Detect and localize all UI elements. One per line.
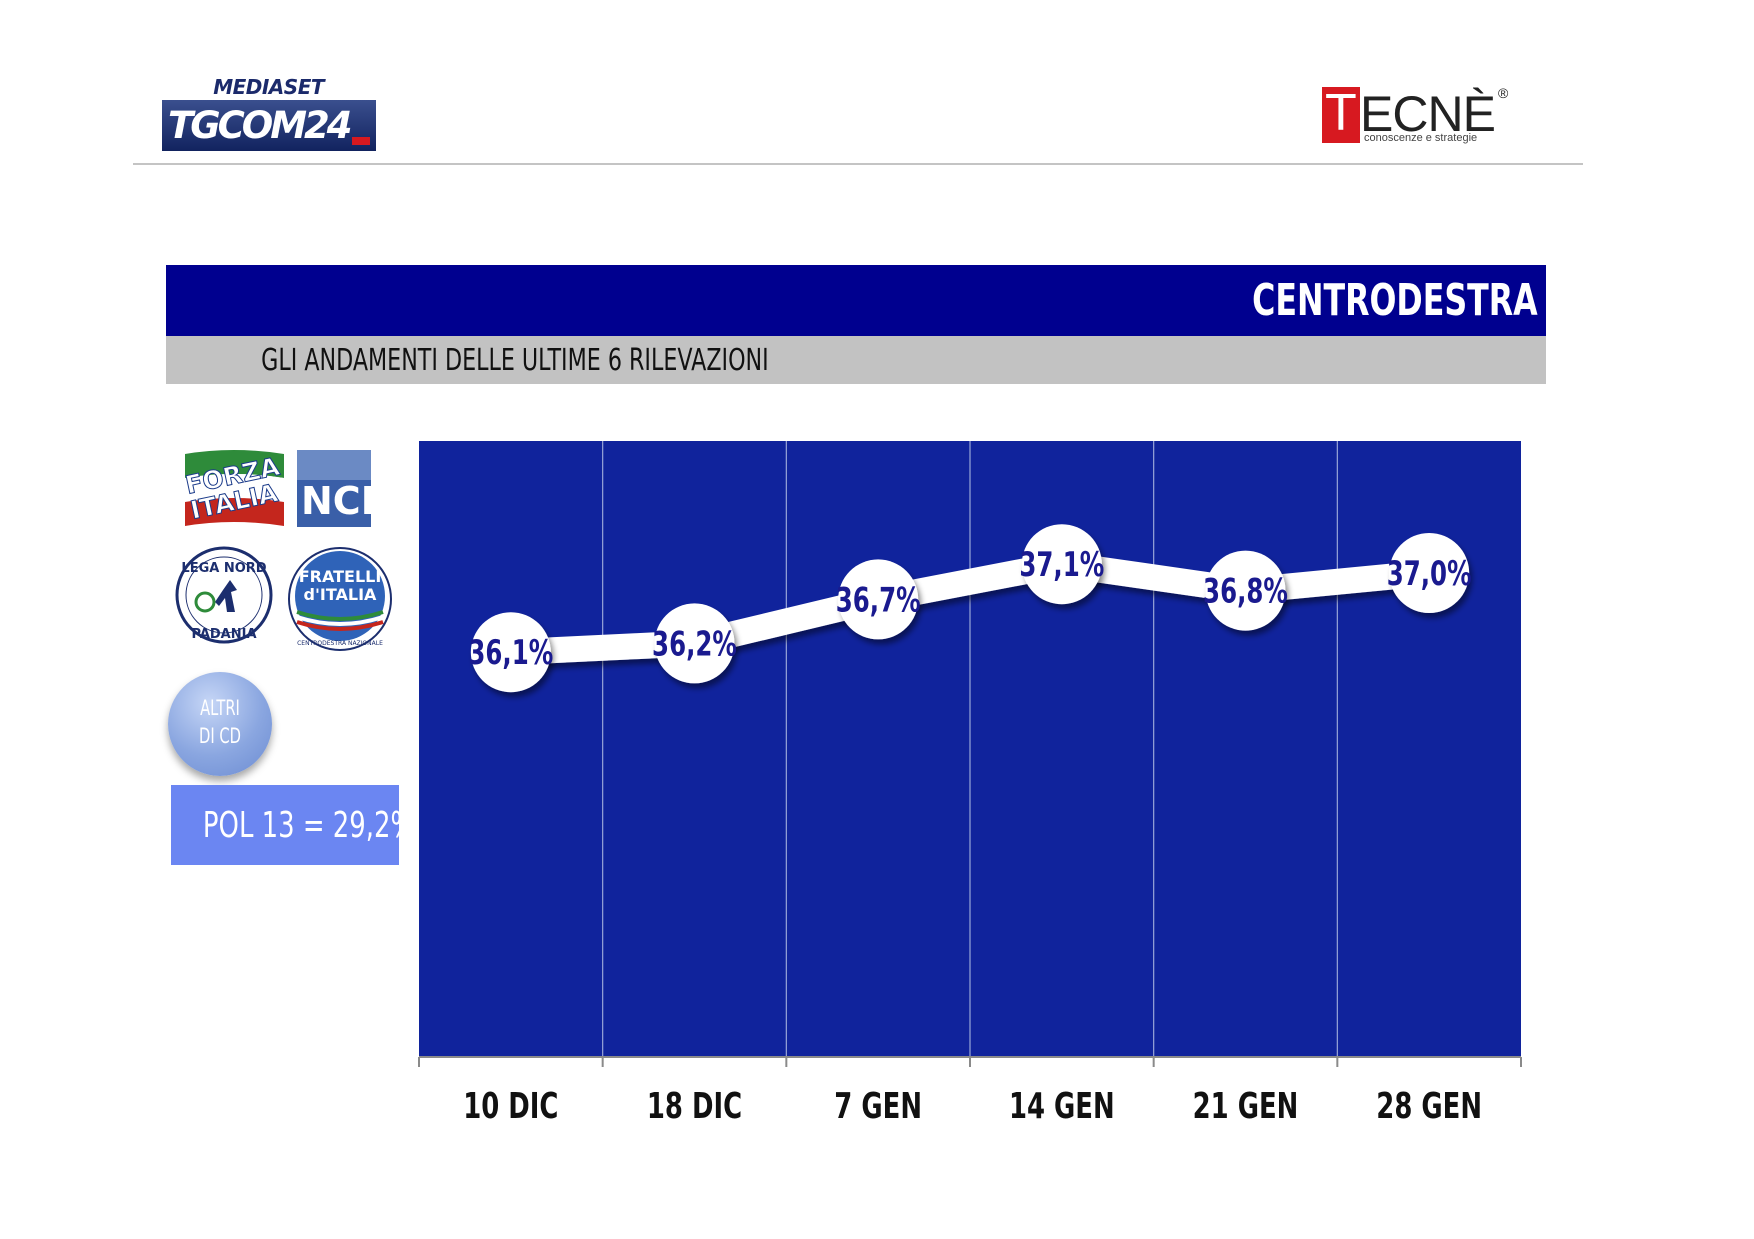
lega-logo-bottom-text: PADANIA	[191, 627, 256, 642]
x-tick-label: 14 GEN	[1009, 1086, 1115, 1127]
data-point-marker	[1389, 533, 1470, 613]
header-divider	[133, 163, 1583, 165]
chart-title: CENTRODESTRA	[1252, 275, 1538, 326]
fdi-logo-line2: d'ITALIA	[304, 585, 378, 604]
x-tick-label: 21 GEN	[1193, 1086, 1299, 1127]
tecne-tagline: conoscenze e strategie	[1364, 132, 1478, 144]
data-points: 36,1% 36,2% 36,7% 37,1% 36,8% 37,0%	[468, 524, 1472, 693]
data-label: 36,7%	[836, 580, 921, 619]
data-point: 36,1%	[468, 612, 553, 693]
tecne-logo: T ECNÈ ® conoscenze e strategie	[1322, 83, 1518, 147]
data-point: 37,1%	[1019, 524, 1104, 605]
data-label: 36,8%	[1203, 572, 1288, 611]
data-point: 37,0%	[1387, 533, 1472, 613]
ncd-logo-text: NCD	[301, 479, 392, 523]
data-label: 36,1%	[468, 633, 553, 672]
data-point-marker	[838, 559, 919, 640]
data-label: 37,0%	[1387, 554, 1472, 593]
tecne-registered-mark: ®	[1498, 85, 1509, 101]
altri-line1: ALTRI	[200, 696, 240, 720]
altri-di-cd-badge: ALTRI DI CD	[168, 672, 272, 776]
data-label: 36,2%	[652, 624, 737, 663]
mediaset-logo-text: MEDIASET	[213, 75, 324, 99]
data-point-marker	[470, 612, 551, 693]
data-point-marker	[1021, 524, 1102, 605]
x-tick-label: 28 GEN	[1376, 1086, 1482, 1127]
x-axis-labels: 10 DIC 18 DIC 7 GEN 14 GEN 21 GEN 28 GEN	[463, 1086, 1482, 1127]
chart-subtitle: GLI ANDAMENTI DELLE ULTIME 6 RILEVAZIONI	[261, 343, 769, 378]
fdi-logo-line1: FRATELLI	[299, 567, 382, 586]
tgcom24-logo: MEDIASET TGCOM24	[162, 75, 376, 151]
lega-nord-logo: LEGA NORD PADANIA	[175, 546, 273, 644]
data-point-marker	[1205, 550, 1286, 631]
data-point: 36,7%	[836, 559, 921, 640]
ncd-logo: NCD	[297, 450, 392, 527]
data-label: 37,1%	[1019, 545, 1104, 584]
title-bar: CENTRODESTRA	[166, 265, 1546, 336]
fdi-logo-ring-text: CENTRODESTRA NAZIONALE	[297, 640, 383, 647]
x-tick-label: 10 DIC	[463, 1086, 558, 1127]
altri-line2: DI CD	[199, 724, 241, 748]
forza-italia-logo: FORZA ITALIA	[183, 450, 284, 526]
fratelli-italia-logo: FRATELLI d'ITALIA CENTRODESTRA NAZIONALE	[288, 547, 392, 651]
data-point: 36,2%	[652, 603, 737, 684]
tecne-logo-text: ECNÈ	[1360, 86, 1496, 142]
lega-logo-ring-text: LEGA NORD	[181, 561, 266, 576]
x-tick-label: 18 DIC	[647, 1086, 742, 1127]
subtitle-bar: GLI ANDAMENTI DELLE ULTIME 6 RILEVAZIONI	[166, 336, 1546, 384]
gridlines	[602, 441, 1338, 1057]
pol13-box: POL 13 = 29,2%	[171, 785, 415, 865]
data-point: 36,8%	[1203, 550, 1288, 631]
x-tick-label: 7 GEN	[834, 1086, 922, 1127]
x-axis	[418, 1056, 1522, 1067]
tgcom24-logo-text: TGCOM24	[168, 104, 353, 147]
data-point-marker	[654, 603, 735, 684]
